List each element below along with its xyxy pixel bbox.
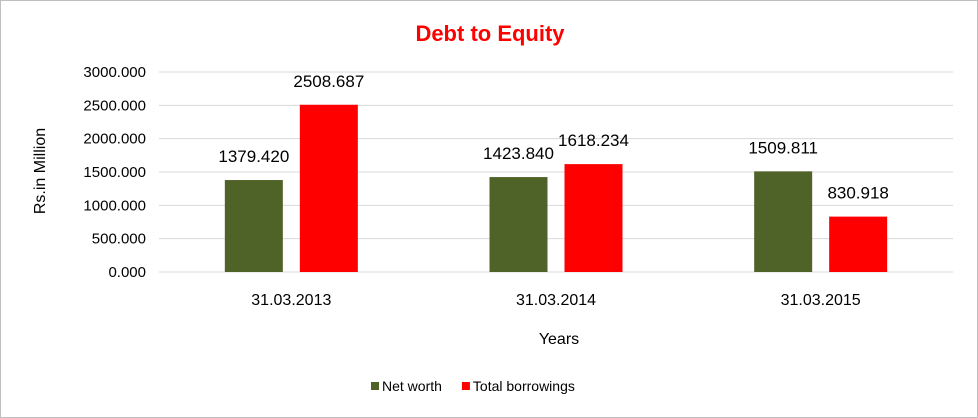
legend: Net worth Total borrowings xyxy=(371,378,575,394)
x-category-label: 31.03.2015 xyxy=(781,292,861,309)
bars xyxy=(224,104,888,272)
y-tick-label: 2500.000 xyxy=(83,97,146,114)
data-label: 2508.687 xyxy=(293,72,364,91)
y-tick-label: 2000.000 xyxy=(83,131,146,148)
y-tick-label: 1000.000 xyxy=(83,197,146,214)
bar-total-borrowings xyxy=(829,216,888,272)
bar-total-borrowings xyxy=(564,164,623,272)
data-label: 1618.234 xyxy=(558,131,629,150)
bar-total-borrowings xyxy=(299,104,358,272)
gridlines xyxy=(159,71,953,273)
x-axis-title: Years xyxy=(539,331,579,348)
data-label: 1423.840 xyxy=(483,144,554,163)
legend-swatch xyxy=(371,382,379,390)
data-label: 830.918 xyxy=(827,184,888,203)
y-tick-label: 1500.000 xyxy=(83,164,146,181)
y-axis-ticks: 0.000 500.000 1000.000 1500.000 2000.000 2500… xyxy=(83,64,146,281)
x-axis-categories: 31.03.2013 31.03.2014 31.03.2015 xyxy=(251,292,861,309)
data-label: 1379.420 xyxy=(218,147,289,166)
y-axis-title: Rs.in Million xyxy=(32,128,49,214)
chart-title: Debt to Equity xyxy=(415,21,565,46)
y-tick-label: 0.000 xyxy=(108,264,146,281)
bar-net-worth xyxy=(754,171,813,272)
x-category-label: 31.03.2013 xyxy=(251,292,331,309)
y-tick-label: 3000.000 xyxy=(83,64,146,81)
legend-swatch xyxy=(461,382,470,390)
y-tick-label: 500.000 xyxy=(92,231,146,248)
x-category-label: 31.03.2014 xyxy=(516,292,596,309)
legend-label: Net worth xyxy=(382,378,442,394)
bar-net-worth xyxy=(489,177,548,272)
legend-label: Total borrowings xyxy=(473,378,575,394)
bar-net-worth xyxy=(224,180,283,272)
data-label: 1509.811 xyxy=(748,138,818,157)
